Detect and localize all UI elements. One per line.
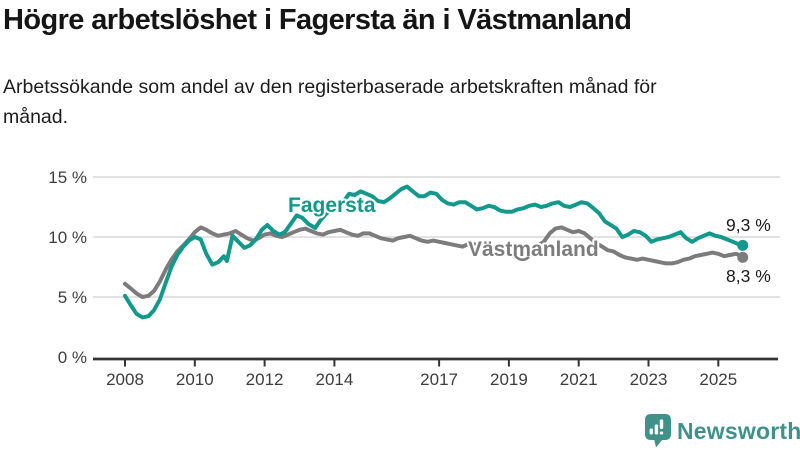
page-title: Högre arbetslöshet i Fagersta än i Västm…: [3, 4, 632, 36]
x-axis-label: 2008: [106, 370, 144, 389]
logo-exclamation-icon: [659, 419, 664, 429]
newsworthy-logo-text: Newsworthy: [677, 418, 800, 444]
newsworthy-logo: Newsworthy: [645, 414, 800, 448]
chart-subtitle: Arbetssökande som andel av den registerb…: [3, 76, 657, 129]
vastmanland-label-pointer-icon: [514, 255, 530, 261]
y-axis-label: 10 %: [48, 228, 87, 247]
series-lines: [123, 184, 749, 320]
vastmanland-series-label: Västmanland: [468, 238, 599, 261]
y-axis-label: 15 %: [48, 168, 87, 187]
x-axis-label: 2023: [630, 370, 668, 389]
västmanland-line: [123, 225, 745, 299]
vastmanland-end-value: 8,3 %: [726, 266, 771, 286]
logo-bar-icon: [649, 428, 653, 435]
x-axis-label: 2014: [315, 370, 353, 389]
logo-bar-icon: [654, 424, 659, 435]
fagersta-line: [123, 184, 745, 320]
västmanland-end-dot: [737, 251, 749, 263]
y-axis-label: 0 %: [58, 348, 87, 367]
x-axis-label: 2019: [490, 370, 528, 389]
x-axis-label: 2012: [246, 370, 284, 389]
gridlines-and-y-axis: 15 % 10 % 5 % 0 %: [48, 168, 780, 367]
x-axis-label: 2017: [420, 370, 458, 389]
x-axis-label: 2025: [699, 370, 737, 389]
y-axis-label: 5 %: [58, 288, 87, 307]
fagersta-end-dot: [737, 239, 749, 251]
x-axis-label: 2010: [176, 370, 214, 389]
fagersta-series-label: Fagersta: [288, 194, 376, 217]
fagersta-end-value: 9,3 %: [726, 215, 771, 235]
x-axis: 2008 2010 2012 2014 2017 2019 2021 2023 2025: [93, 357, 778, 389]
x-axis-label: 2021: [560, 370, 598, 389]
logo-exclamation-dot-icon: [659, 431, 664, 435]
